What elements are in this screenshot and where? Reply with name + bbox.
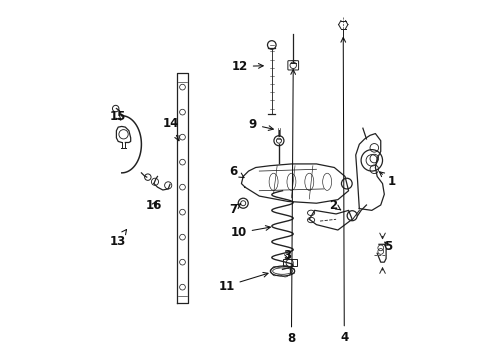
Text: 11: 11 xyxy=(219,273,268,293)
Text: 3: 3 xyxy=(283,248,291,261)
Text: 15: 15 xyxy=(109,110,125,123)
Text: 7: 7 xyxy=(229,203,241,216)
Text: 4: 4 xyxy=(340,37,348,345)
Text: 8: 8 xyxy=(287,69,295,346)
Text: 16: 16 xyxy=(146,199,162,212)
Text: 6: 6 xyxy=(229,165,244,177)
Text: 5: 5 xyxy=(384,240,392,253)
Text: 1: 1 xyxy=(379,172,395,188)
Text: 12: 12 xyxy=(231,60,263,73)
Text: 13: 13 xyxy=(109,229,126,248)
Text: 10: 10 xyxy=(230,226,270,239)
Text: 2: 2 xyxy=(330,198,341,212)
Text: 9: 9 xyxy=(249,118,273,131)
Text: 14: 14 xyxy=(163,117,179,141)
